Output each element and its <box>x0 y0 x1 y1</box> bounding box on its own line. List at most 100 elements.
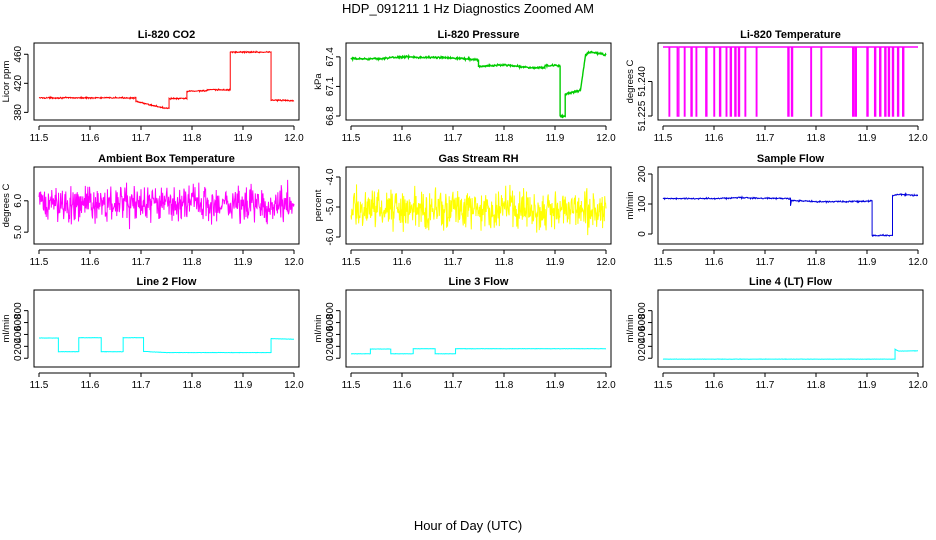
plot-frame <box>345 42 612 121</box>
x-tick-label: 11.8 <box>495 133 514 144</box>
plot-frame <box>345 289 612 368</box>
plot-frame <box>657 166 924 245</box>
x-tick-label: 12.0 <box>284 257 304 268</box>
plot-frame <box>345 166 612 245</box>
series-line <box>662 348 919 360</box>
x-tick-label: 11.6 <box>81 257 100 268</box>
x-tick-label: 11.5 <box>654 257 673 268</box>
panel-title: Sample Flow <box>757 153 825 165</box>
y-tick-label: 600 <box>13 314 24 331</box>
panel-8: Line 4 (LT) Flow 11.5 11.6 11.7 11.8 11.9 12.0… <box>625 276 928 391</box>
panel-0: Li-820 CO2 11.5 11.6 11.7 11.8 11.9 12.0 380 420… <box>1 29 304 144</box>
x-tick-label: 12.0 <box>908 133 928 144</box>
y-tick-label: 200 <box>637 165 648 182</box>
y-tick-label: 51.225 <box>637 100 648 131</box>
panel-title: Li-820 Temperature <box>740 29 841 41</box>
panel-title: Ambient Box Temperature <box>98 153 235 165</box>
x-tick-label: 11.9 <box>858 257 877 268</box>
panel-2: Li-820 Temperature 11.5 11.6 11.7 11.8 11.9 12… <box>625 29 928 144</box>
x-tick-label: 11.9 <box>858 133 877 144</box>
y-axis-label: ml/min <box>625 315 636 343</box>
y-tick-label: 380 <box>13 104 24 121</box>
x-tick-label: 11.9 <box>234 133 253 144</box>
series-line <box>38 179 295 230</box>
x-axis-title: Hour of Day (UTC) <box>413 518 523 533</box>
x-tick-label: 11.6 <box>705 257 724 268</box>
x-tick-label: 11.8 <box>807 257 826 268</box>
x-tick-label: 11.7 <box>756 133 775 144</box>
x-tick-label: 12.0 <box>284 133 304 144</box>
y-tick-label: 460 <box>13 45 24 62</box>
y-tick-label: 66.8 <box>325 106 336 126</box>
x-tick-label: 11.5 <box>654 133 673 144</box>
y-tick-label: -6.0 <box>325 228 336 246</box>
panel-title: Line 2 Flow <box>137 276 197 288</box>
y-tick-label: 200 <box>13 338 24 355</box>
x-tick-label: 11.9 <box>546 380 565 391</box>
x-tick-label: 11.9 <box>546 257 565 268</box>
x-tick-label: 11.6 <box>393 380 412 391</box>
x-tick-label: 11.7 <box>444 133 463 144</box>
y-tick-label: 0 <box>637 355 648 361</box>
x-tick-label: 11.8 <box>495 257 514 268</box>
panel-1: Li-820 Pressure 11.5 11.6 11.7 11.8 11.9 12.0 6… <box>313 29 616 144</box>
y-tick-label: 800 <box>325 302 336 319</box>
x-tick-label: 11.5 <box>342 133 361 144</box>
x-tick-label: 11.6 <box>393 257 412 268</box>
series-line <box>350 50 607 119</box>
x-tick-label: 11.8 <box>807 133 826 144</box>
x-tick-label: 11.8 <box>183 380 202 391</box>
x-tick-label: 11.6 <box>81 380 100 391</box>
x-tick-label: 11.6 <box>393 133 412 144</box>
y-tick-label: 420 <box>13 75 24 92</box>
x-tick-label: 11.5 <box>30 133 49 144</box>
series-line <box>663 46 918 117</box>
x-tick-label: 12.0 <box>284 380 304 391</box>
x-tick-label: 11.9 <box>234 380 253 391</box>
x-tick-label: 11.6 <box>705 133 724 144</box>
y-tick-label: 51.240 <box>637 66 648 97</box>
y-tick-label: 100 <box>637 195 648 212</box>
x-tick-label: 11.5 <box>30 380 49 391</box>
series-line <box>350 184 607 236</box>
x-tick-label: 12.0 <box>908 257 928 268</box>
panel-5: Sample Flow 11.5 11.6 11.7 11.8 11.9 12.0 0 100 2… <box>625 153 928 268</box>
x-tick-label: 11.6 <box>81 133 100 144</box>
x-tick-label: 12.0 <box>596 133 616 144</box>
x-tick-label: 12.0 <box>596 257 616 268</box>
panel-4: Gas Stream RH 11.5 11.6 11.7 11.8 11.9 12.0 -6.… <box>313 153 616 268</box>
y-axis-label: degrees C <box>625 59 636 103</box>
x-tick-label: 11.7 <box>756 380 775 391</box>
y-tick-label: 400 <box>325 326 336 343</box>
series-line <box>38 50 295 110</box>
x-tick-label: 11.8 <box>807 380 826 391</box>
x-tick-label: 11.5 <box>342 257 361 268</box>
x-tick-label: 11.7 <box>132 257 151 268</box>
y-axis-label: percent <box>313 189 324 221</box>
y-tick-label: 5.0 <box>13 225 24 239</box>
y-tick-label: -4.0 <box>325 168 336 186</box>
x-tick-label: 11.7 <box>444 380 463 391</box>
x-tick-label: 12.0 <box>596 380 616 391</box>
panel-3: Ambient Box Temperature 11.5 11.6 11.7 11.8 1… <box>1 153 304 268</box>
y-tick-label: 0 <box>325 355 336 361</box>
y-tick-label: 600 <box>637 314 648 331</box>
x-tick-label: 11.5 <box>342 380 361 391</box>
x-tick-label: 11.5 <box>654 380 673 391</box>
x-tick-label: 11.9 <box>858 380 877 391</box>
y-tick-label: -5.0 <box>325 198 336 216</box>
x-tick-label: 11.7 <box>756 257 775 268</box>
x-tick-label: 11.7 <box>132 133 151 144</box>
x-tick-label: 12.0 <box>908 380 928 391</box>
y-tick-label: 800 <box>13 302 24 319</box>
y-tick-label: 6.0 <box>13 193 24 207</box>
y-axis-label: degrees C <box>1 183 12 227</box>
y-tick-label: 200 <box>325 338 336 355</box>
y-tick-label: 67.4 <box>325 47 336 67</box>
plot-frame <box>657 289 924 368</box>
panel-title: Li-820 CO2 <box>138 29 195 41</box>
y-tick-label: 67.1 <box>325 76 336 96</box>
y-tick-label: 200 <box>637 338 648 355</box>
panel-title: Line 3 Flow <box>449 276 509 288</box>
plot-frame <box>33 289 300 368</box>
